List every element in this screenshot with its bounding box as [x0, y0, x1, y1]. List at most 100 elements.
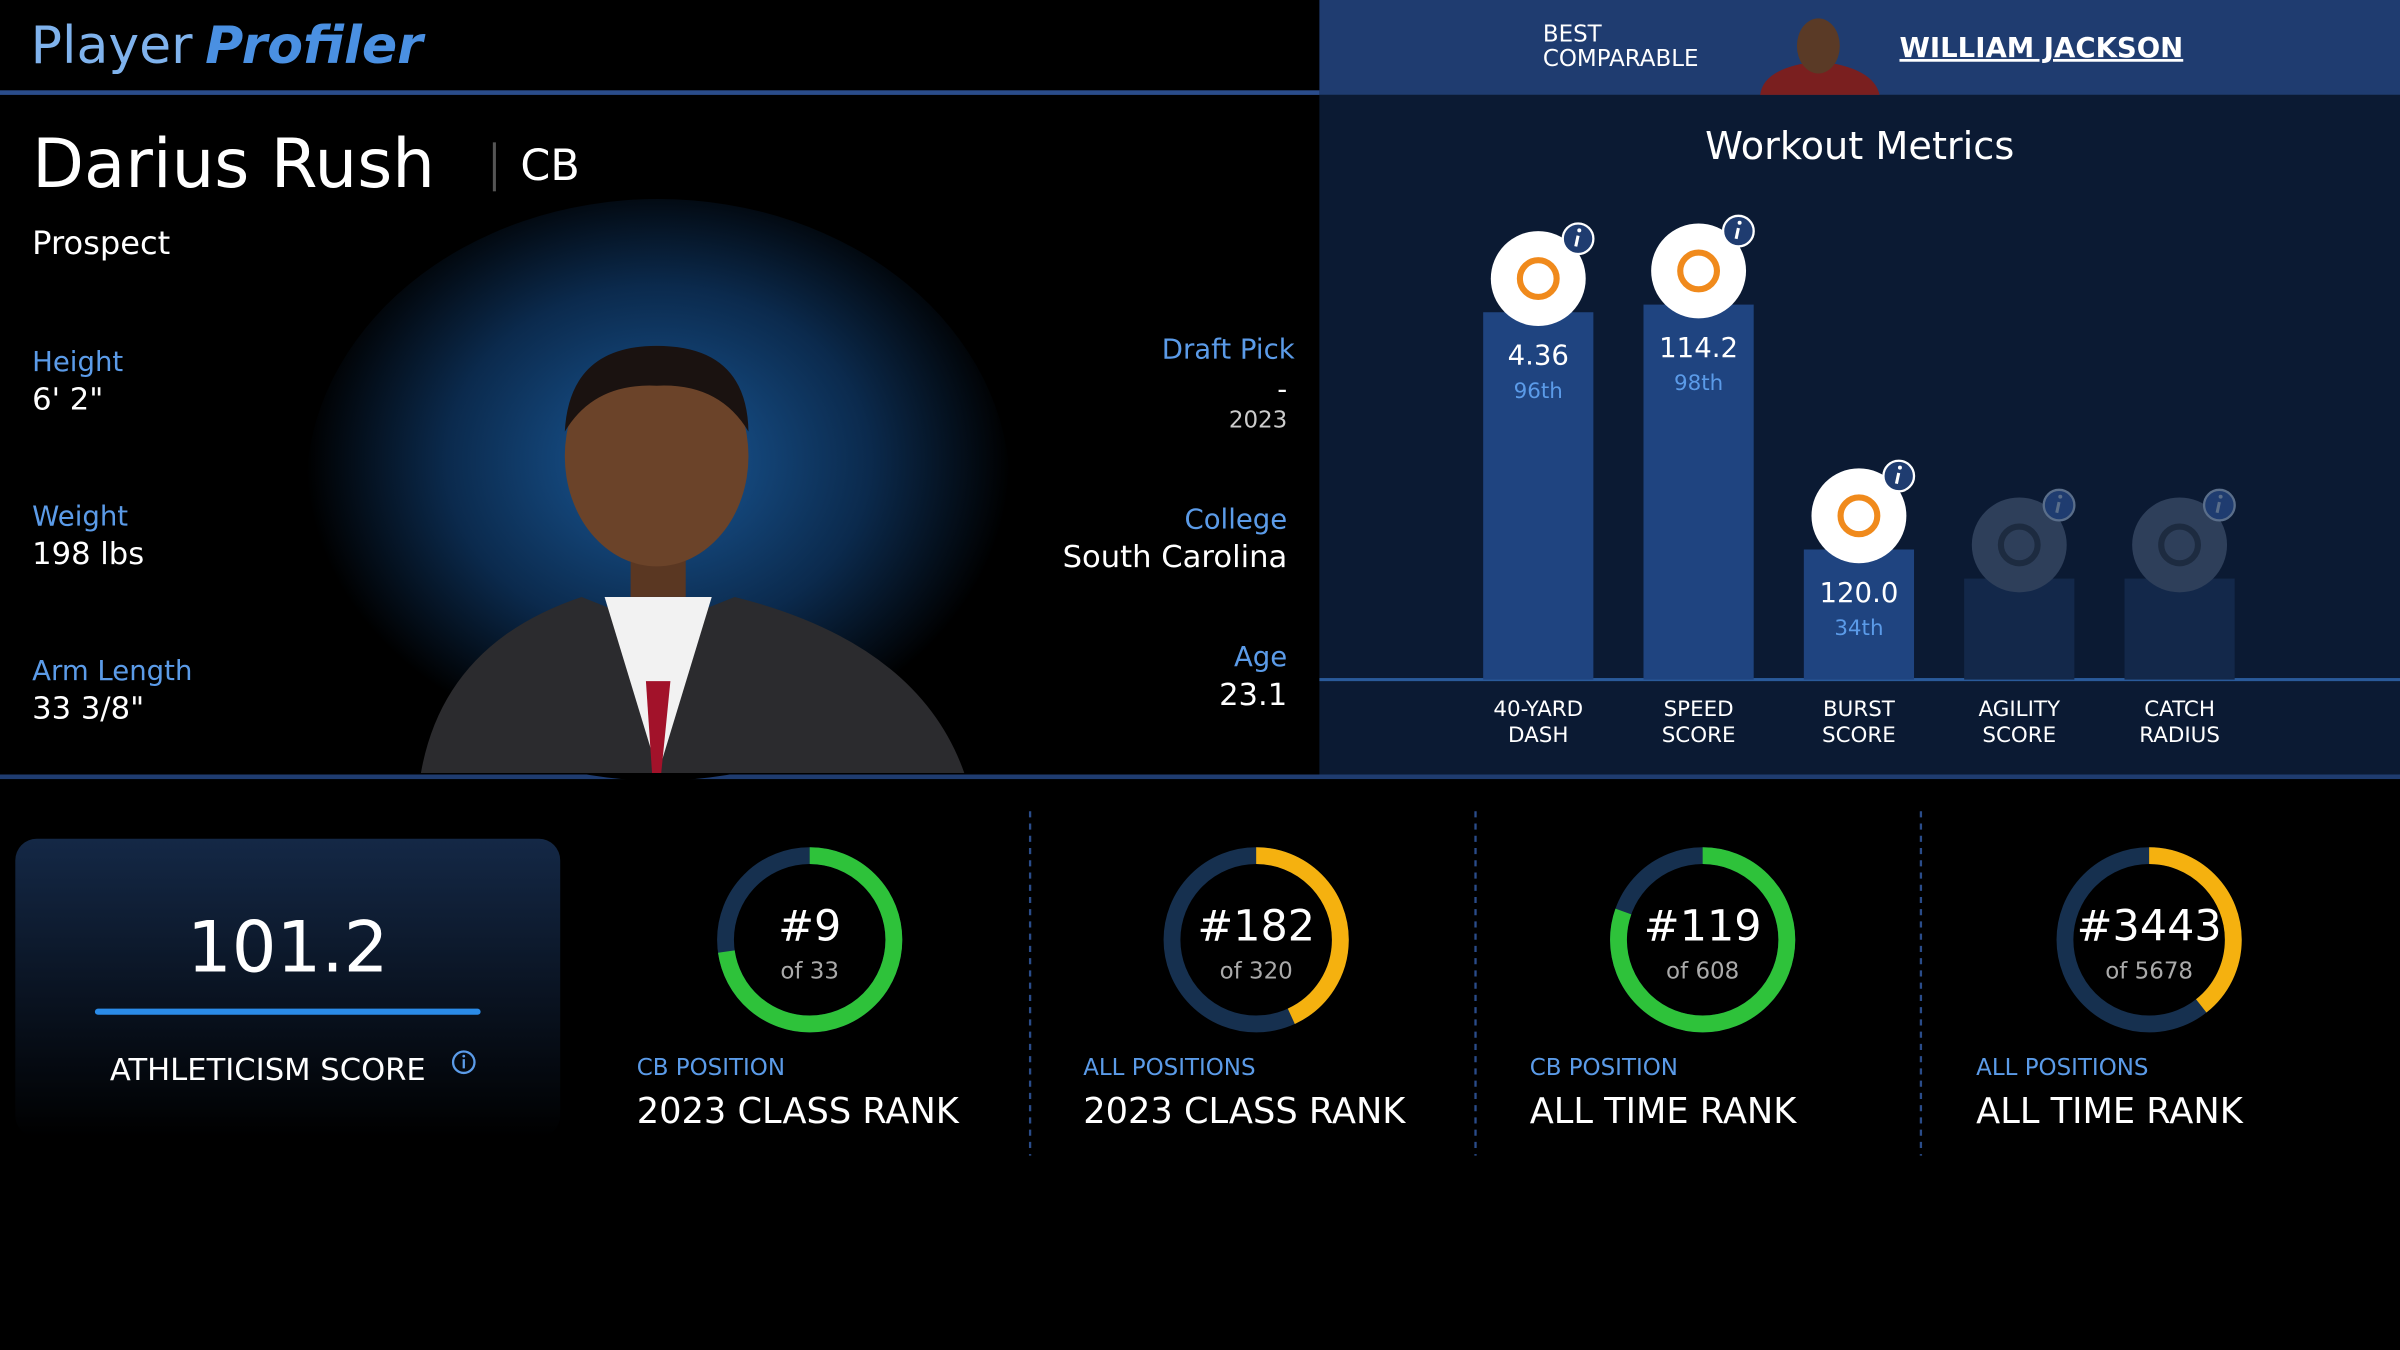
- draft-value: -: [1277, 373, 1287, 405]
- rank-ring: [1163, 847, 1349, 1033]
- info-dot: [1897, 465, 1902, 470]
- ranks: #9 of 33 CB POSITION 2023 CLASS RANK #182 of …: [637, 847, 2244, 1132]
- info-dot: [1577, 228, 1582, 233]
- metric-name: BURST: [1823, 697, 1896, 722]
- metric-name: SPEED: [1664, 697, 1734, 722]
- metric-icon: [1651, 223, 1747, 319]
- rank-total: of 33: [780, 958, 839, 984]
- info-stem: [2215, 501, 2221, 514]
- header-divider: [0, 90, 1320, 95]
- metric-value: 114.2: [1659, 332, 1738, 364]
- stat-value: 33 3/8": [32, 692, 144, 727]
- comparable-label: BEST: [1543, 22, 1603, 48]
- rank-title: ALL TIME RANK: [1976, 1091, 2244, 1132]
- info-stem: [1734, 227, 1740, 240]
- stat-label: College: [1184, 503, 1287, 535]
- rank-scope: ALL POSITIONS: [1976, 1055, 2148, 1081]
- rank-title: 2023 CLASS RANK: [637, 1091, 960, 1132]
- rank-number: #9: [778, 902, 841, 952]
- rank-total: of 608: [1666, 958, 1739, 984]
- metric-bar: [1643, 304, 1754, 680]
- rank-scope: CB POSITION: [1530, 1055, 1678, 1081]
- info-dot: [2218, 494, 2223, 499]
- metric-bar: [1964, 578, 2075, 680]
- metric-glyph: [1677, 249, 1721, 293]
- metric-glyph: [1516, 257, 1560, 300]
- player-position: CB: [520, 141, 579, 191]
- info-stem: [1894, 472, 1901, 484]
- athleticism-card: [15, 838, 561, 1138]
- info-icon[interactable]: [2202, 488, 2236, 522]
- athleticism-score: 101.2: [187, 907, 389, 989]
- athleticism-label: ATHLETICISM SCORE: [110, 1053, 426, 1088]
- rank-ring: [717, 847, 903, 1033]
- stat-label: Height: [32, 346, 123, 378]
- metric-name: SCORE: [1822, 723, 1896, 748]
- rank-number: #119: [1644, 902, 1762, 952]
- metric-name: AGILITY: [1978, 697, 2060, 722]
- rank-title: ALL TIME RANK: [1530, 1091, 1798, 1132]
- metric-glyph: [2158, 523, 2202, 567]
- metric-percentile: 96th: [1514, 379, 1563, 404]
- score-underline: [94, 1008, 481, 1015]
- player-name: Darius Rush: [32, 124, 435, 203]
- workout-title: Workout Metrics: [1705, 124, 2014, 169]
- player-status: Prospect: [32, 224, 170, 262]
- metric-value: 4.36: [1508, 340, 1569, 372]
- info-icon[interactable]: [1882, 459, 1916, 493]
- metric-bar: [1803, 549, 1915, 680]
- stat-value: 6' 2": [32, 383, 103, 418]
- metric-icon: [2132, 497, 2228, 593]
- draft-label: Draft Pick: [1162, 334, 1295, 366]
- metric-name: SCORE: [1982, 723, 2056, 748]
- rank-number: #182: [1197, 902, 1315, 952]
- rank-scope: CB POSITION: [637, 1055, 785, 1081]
- player-photo: [306, 198, 1011, 781]
- metric-glyph: [1837, 494, 1881, 538]
- metric-percentile: 98th: [1674, 371, 1723, 396]
- metric-bar: [1483, 312, 1594, 680]
- metric-value: 120.0: [1819, 577, 1898, 609]
- stat-label: Age: [1234, 641, 1287, 673]
- metric-icon: [1811, 468, 1907, 564]
- logo-player: Player: [31, 16, 194, 76]
- metric-percentile: 34th: [1834, 616, 1883, 641]
- info-stem: [1574, 235, 1580, 247]
- rank-total: of 5678: [2105, 958, 2193, 984]
- metric-name: SCORE: [1662, 723, 1736, 748]
- comparable-photo: [1760, 18, 1880, 95]
- info-icon[interactable]: [1721, 214, 1755, 248]
- stat-label: Arm Length: [32, 655, 192, 687]
- metric-glyph: [1997, 523, 2041, 567]
- stats: Height 6' 2" Weight 198 lbs Arm Length 33 3/8…: [32, 346, 1287, 727]
- name-separator: [492, 142, 496, 192]
- comparable-name[interactable]: WILLIAM JACKSON: [1899, 32, 2183, 64]
- metric-name: CATCH: [2144, 697, 2215, 722]
- rank-total: of 320: [1220, 958, 1293, 984]
- separators: [1028, 811, 1923, 1156]
- rank-ring: [1610, 847, 1796, 1033]
- rank-title: 2023 CLASS RANK: [1083, 1091, 1406, 1132]
- metric-name: 40-YARD: [1493, 697, 1583, 722]
- comparable-label: COMPARABLE: [1543, 46, 1699, 72]
- rank-number: #3443: [2077, 902, 2222, 952]
- logo-profiler: Profiler: [205, 16, 426, 76]
- metric-icon: [1971, 497, 2067, 593]
- info-dot: [2058, 494, 2063, 499]
- draft-year: 2023: [1229, 407, 1287, 433]
- rank-scope: ALL POSITIONS: [1083, 1055, 1255, 1081]
- stat-label: Weight: [32, 500, 128, 532]
- metric-icon: [1490, 231, 1586, 327]
- info-dot: [1737, 220, 1742, 225]
- metric-name: DASH: [1508, 723, 1568, 748]
- metric-bar: [2124, 578, 2235, 680]
- info-icon[interactable]: [1561, 222, 1595, 256]
- stat-value: South Carolina: [1063, 540, 1288, 575]
- stat-value: 198 lbs: [32, 537, 144, 572]
- info-icon[interactable]: [451, 1050, 476, 1075]
- metric-name: RADIUS: [2139, 723, 2220, 748]
- metrics: 4.3696th40-YARDDASH114.298thSPEEDSCORE12…: [1483, 214, 2236, 748]
- info-icon[interactable]: [2042, 488, 2076, 522]
